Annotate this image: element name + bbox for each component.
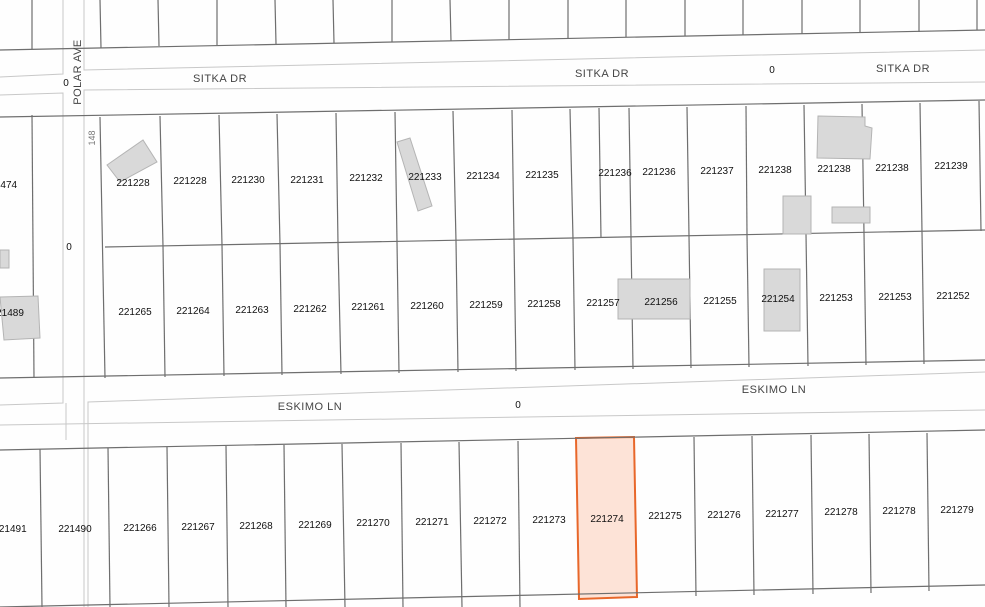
parcel-label[interactable]: 221262 bbox=[293, 304, 327, 315]
zero-label: 0 bbox=[63, 78, 69, 89]
parcel-label[interactable]: 221228 bbox=[173, 176, 207, 187]
parcel-label[interactable]: 221233 bbox=[408, 172, 442, 183]
parcel-label[interactable]: 221270 bbox=[356, 518, 390, 529]
parcel-label[interactable]: 221254 bbox=[761, 294, 795, 305]
parcel-label[interactable]: 221237 bbox=[700, 166, 734, 177]
zero-label: 0 bbox=[515, 400, 521, 411]
parcel-label[interactable]: 221490 bbox=[58, 524, 92, 535]
parcel-label[interactable]: 221239 bbox=[934, 161, 968, 172]
parcel-label[interactable]: 221257 bbox=[586, 298, 620, 309]
parcel-label[interactable]: 221238 bbox=[875, 163, 909, 174]
parcel-label[interactable]: 221236 bbox=[642, 167, 676, 178]
parcel-label[interactable]: 221273 bbox=[532, 515, 566, 526]
parcel-label[interactable]: 221265 bbox=[118, 307, 152, 318]
parcel-label[interactable]: 221258 bbox=[527, 299, 561, 310]
parcel-label[interactable]: 221271 bbox=[415, 517, 449, 528]
parcel-label[interactable]: 221231 bbox=[290, 175, 324, 186]
parcel-label[interactable]: 221228 bbox=[116, 178, 150, 189]
parcel-label[interactable]: 221256 bbox=[644, 297, 678, 308]
parcel-label[interactable]: 221278 bbox=[882, 506, 916, 517]
parcel-label[interactable]: 221279 bbox=[940, 505, 974, 516]
parcel-label[interactable]: 221253 bbox=[878, 292, 912, 303]
parcel-label[interactable]: 221277 bbox=[765, 509, 799, 520]
zero-label: 0 bbox=[769, 65, 775, 76]
street-label-polar-ave: POLAR AVE bbox=[72, 39, 84, 104]
street-label-sitka-dr: SITKA DR bbox=[193, 73, 247, 85]
address-label: 148 bbox=[87, 130, 97, 145]
parcel-label[interactable]: 21489 bbox=[0, 308, 24, 319]
parcel-label[interactable]: 221253 bbox=[819, 293, 853, 304]
parcel-label[interactable]: 221238 bbox=[758, 165, 792, 176]
street-label-sitka-dr: SITKA DR bbox=[876, 63, 930, 75]
parcel-label[interactable]: 221269 bbox=[298, 520, 332, 531]
parcel-labels-row2: 21489 221265 221264 221263 221262 221261… bbox=[0, 291, 970, 319]
parcel-label[interactable]: 221261 bbox=[351, 302, 385, 313]
parcel-label[interactable]: 221234 bbox=[466, 171, 500, 182]
street-label-sitka-dr: SITKA DR bbox=[575, 68, 629, 80]
parcel-label[interactable]: 221263 bbox=[235, 305, 269, 316]
street-label-eskimo-ln: ESKIMO LN bbox=[742, 384, 806, 396]
parcel-label[interactable]: 221252 bbox=[936, 291, 970, 302]
buildings bbox=[0, 115, 873, 341]
parcel-label[interactable]: 221276 bbox=[707, 510, 741, 521]
parcel-label[interactable]: 221278 bbox=[824, 507, 858, 518]
selected-parcel-label[interactable]: 221274 bbox=[590, 514, 624, 525]
parcel-label[interactable]: 221260 bbox=[410, 301, 444, 312]
street-labels: POLAR AVE SITKA DR SITKA DR SITKA DR ESK… bbox=[63, 39, 930, 413]
parcel-label[interactable]: 221238 bbox=[817, 164, 851, 175]
parcel-label[interactable]: 221272 bbox=[473, 516, 507, 527]
parcel-label[interactable]: 221236 bbox=[598, 168, 632, 179]
parcel-label[interactable]: 221275 bbox=[648, 511, 682, 522]
street-label-eskimo-ln: ESKIMO LN bbox=[278, 401, 342, 413]
parcel-label[interactable]: 221267 bbox=[181, 522, 215, 533]
parcel-label[interactable]: 1474 bbox=[0, 180, 18, 191]
parcel-label[interactable]: 221232 bbox=[349, 173, 383, 184]
zero-label: 0 bbox=[66, 242, 72, 253]
parcel-label[interactable]: 221230 bbox=[231, 175, 265, 186]
parcel-label[interactable]: 221264 bbox=[176, 306, 210, 317]
parcel-label[interactable]: 221266 bbox=[123, 523, 157, 534]
parcel-label[interactable]: 221268 bbox=[239, 521, 273, 532]
parcel-labels-row1: 1474 221228 221228 221230 221231 221232 … bbox=[0, 161, 968, 191]
parcel-label[interactable]: 221235 bbox=[525, 170, 559, 181]
parcel-label[interactable]: 221259 bbox=[469, 300, 503, 311]
parcel-label[interactable]: 221255 bbox=[703, 296, 737, 307]
